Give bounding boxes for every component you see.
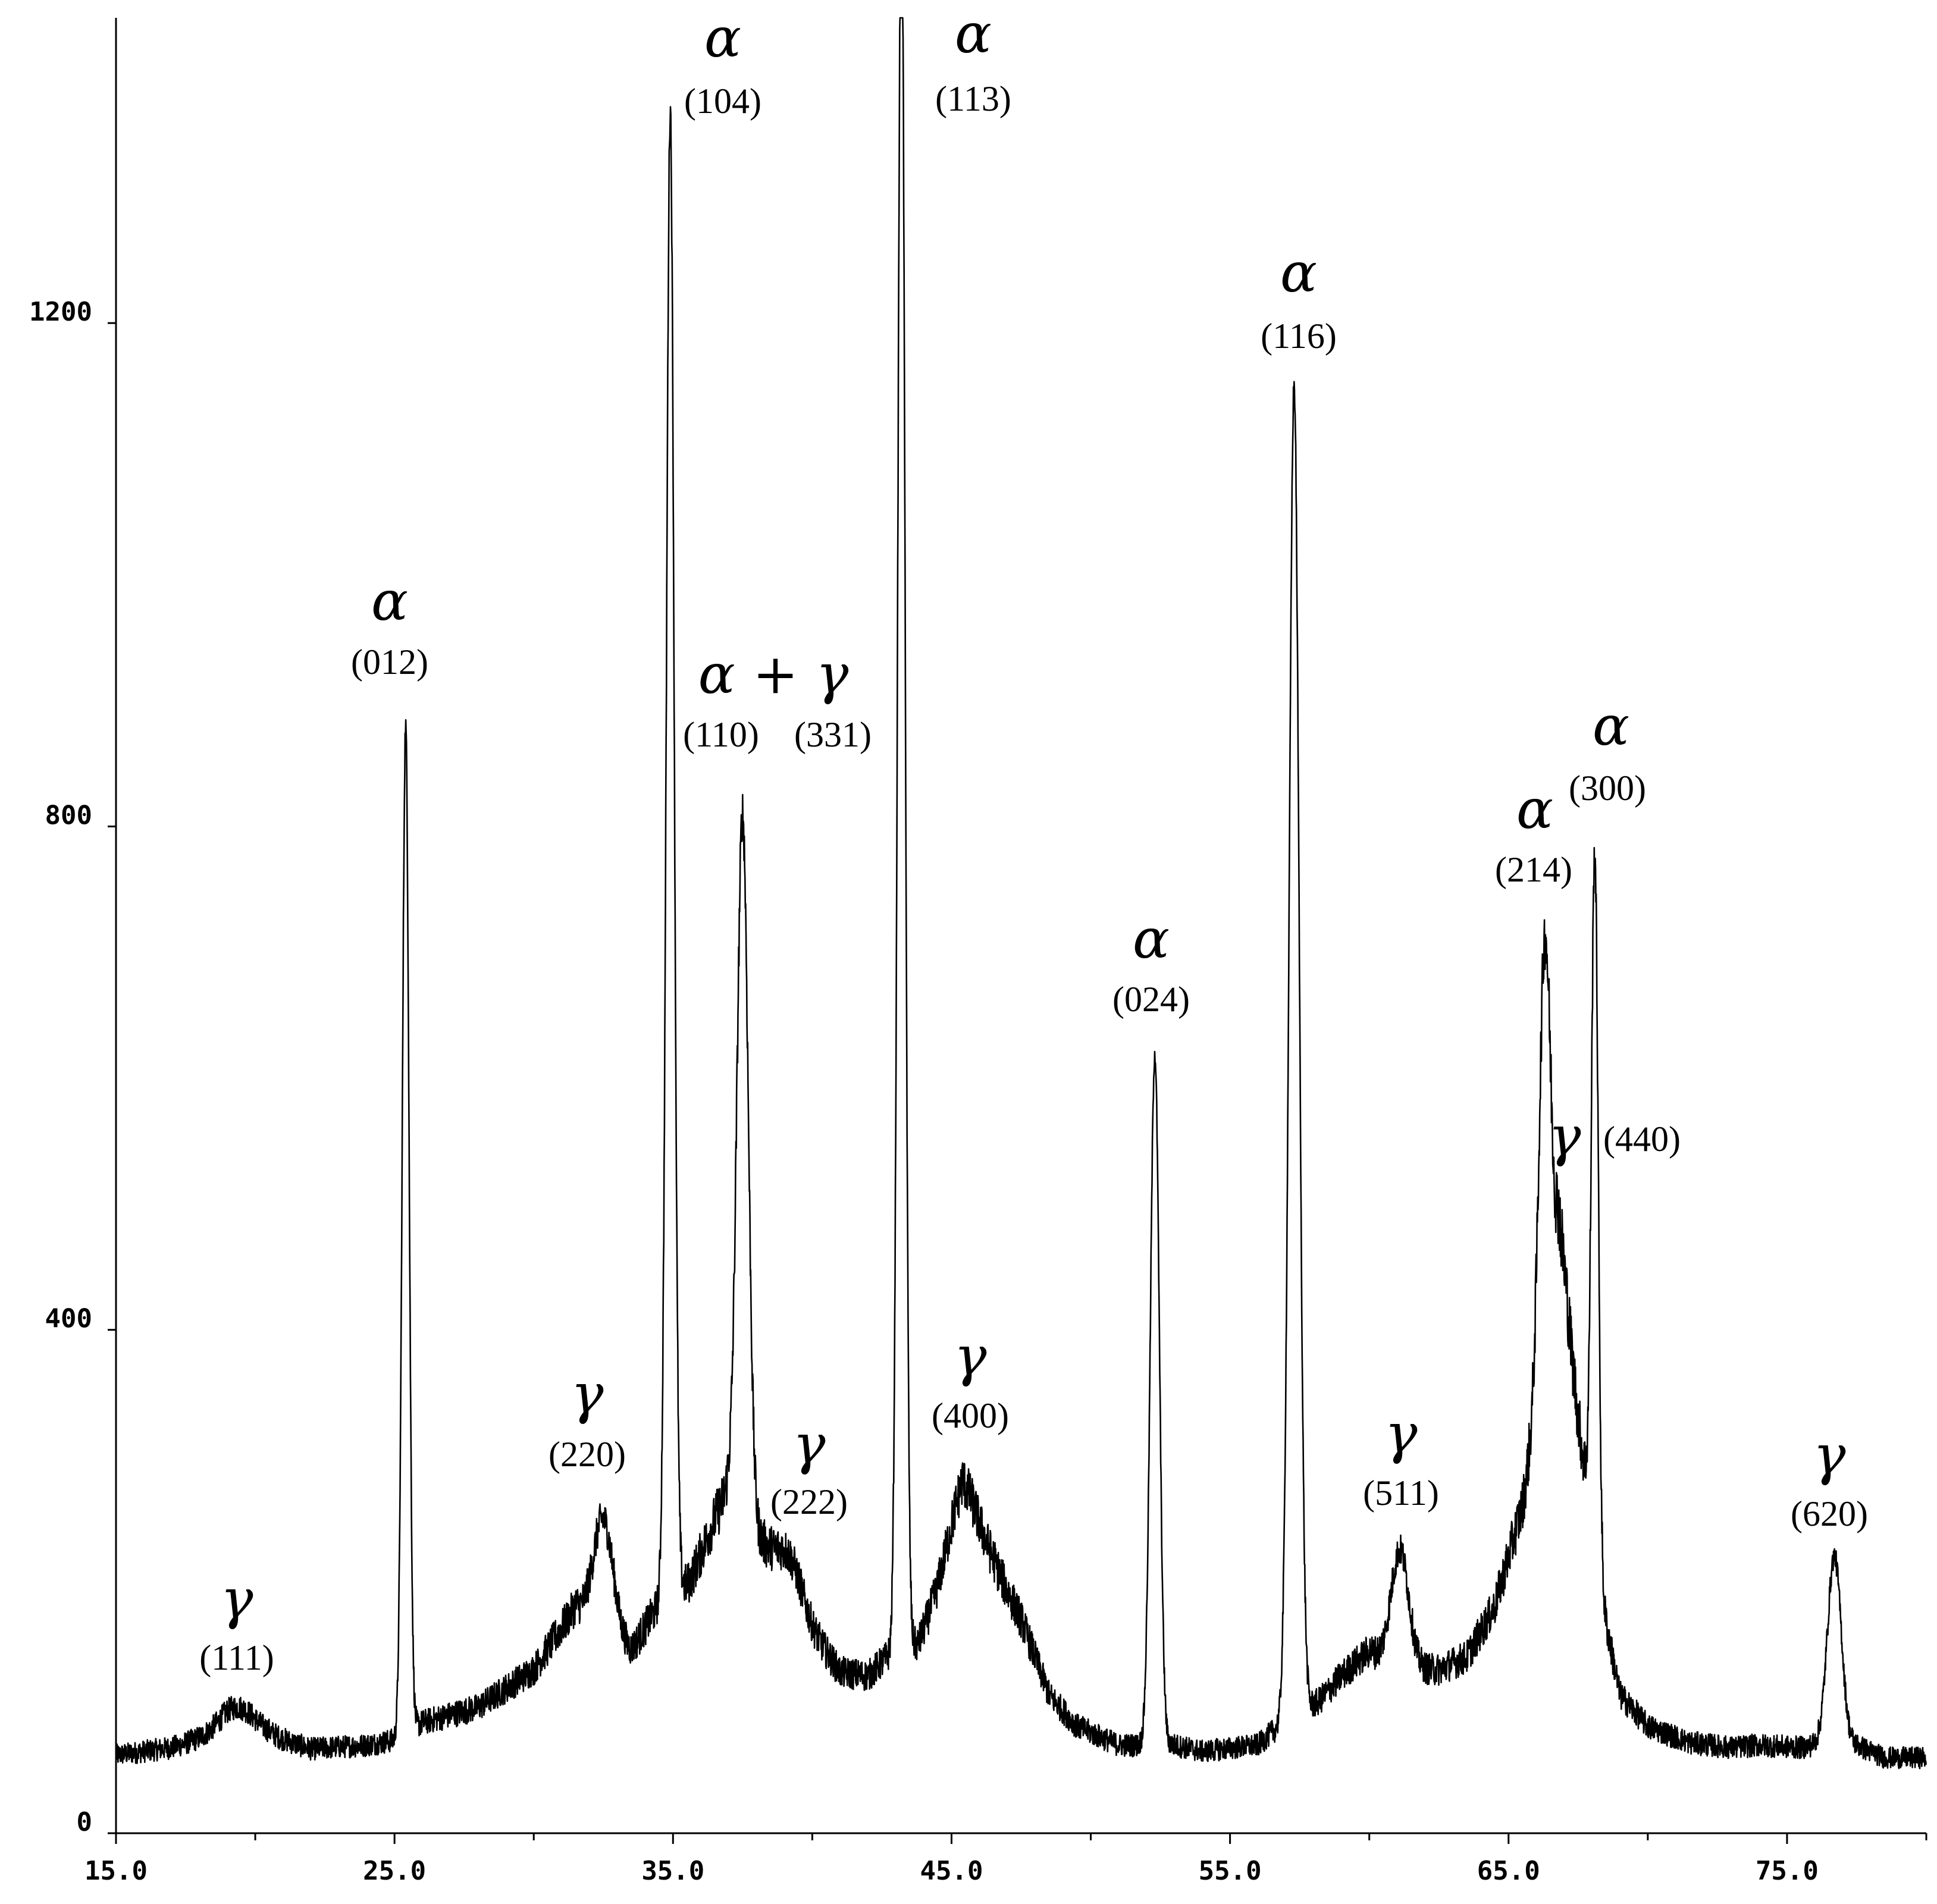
hkl-label: (104): [684, 81, 761, 121]
hkl-label: (300): [1569, 768, 1646, 808]
hkl-label: (110): [683, 715, 759, 754]
hkl-label: (511): [1363, 1473, 1439, 1513]
annotation-gamma-620: γ (620): [1791, 1423, 1868, 1533]
phase-label: α: [955, 2, 992, 65]
x-tick-label: 65.0: [1477, 1856, 1540, 1886]
hkl-label: (111): [199, 1638, 274, 1677]
annotation-alpha-012: α (012): [351, 569, 428, 682]
annotation-alpha-116: α (116): [1261, 241, 1337, 356]
x-tick-label: 45.0: [920, 1856, 983, 1886]
annotation-gamma-222: γ (222): [770, 1413, 848, 1522]
phase-label: α: [1516, 777, 1553, 841]
phase-label: γ: [1385, 1402, 1418, 1466]
annotation-alpha-300: α (300): [1569, 694, 1646, 808]
y-tick-label: 800: [45, 800, 92, 830]
phase-label: α + γ: [698, 642, 850, 706]
hkl-label: (113): [935, 79, 1011, 118]
annotation-alpha-gamma-110-331: α + γ (110) (331): [683, 642, 872, 754]
annotation-gamma-511: γ (511): [1363, 1402, 1439, 1513]
phase-label: α: [371, 569, 408, 633]
x-ticks: 15.0 25.0 35.0 45.0 55.0 65.0 75.0: [84, 1833, 1927, 1886]
x-tick-label: 25.0: [363, 1856, 426, 1886]
hkl-label-secondary: (331): [794, 715, 872, 754]
y-tick-label: 1200: [29, 297, 92, 327]
hkl-label: (024): [1112, 980, 1190, 1019]
phase-label: γ: [793, 1413, 826, 1476]
hkl-label: (400): [932, 1396, 1009, 1435]
x-tick-label: 15.0: [84, 1856, 148, 1886]
hkl-label: (214): [1495, 850, 1572, 889]
xrd-pattern-line: [115, 17, 1927, 1770]
annotation-gamma-220: γ (220): [548, 1362, 626, 1474]
hkl-label: (116): [1261, 316, 1337, 356]
phase-label: γ: [954, 1325, 988, 1388]
annotation-alpha-113: α (113): [935, 2, 1011, 118]
phase-label: γ: [221, 1567, 254, 1631]
phase-label: α: [1133, 907, 1170, 971]
hkl-label: (222): [770, 1482, 848, 1522]
x-tick-label: 35.0: [641, 1856, 704, 1886]
x-tick-label: 75.0: [1756, 1856, 1819, 1886]
y-tick-label: 400: [45, 1304, 92, 1334]
phase-label: α: [704, 6, 741, 70]
phase-label: α: [1280, 241, 1317, 305]
annotation-gamma-440: γ (440): [1549, 1105, 1681, 1168]
hkl-label: (620): [1791, 1494, 1868, 1533]
phase-label: γ: [1549, 1105, 1582, 1168]
y-tick-label: 0: [77, 1807, 93, 1837]
annotation-alpha-104: α (104): [684, 6, 761, 121]
x-tick-label: 55.0: [1199, 1856, 1262, 1886]
annotation-alpha-024: α (024): [1112, 907, 1190, 1019]
y-ticks: 0 400 800 1200: [29, 297, 116, 1837]
phase-label: γ: [571, 1362, 604, 1426]
annotation-gamma-400: γ (400): [932, 1325, 1009, 1435]
hkl-label: (220): [548, 1435, 626, 1474]
hkl-label: (012): [351, 642, 428, 682]
annotation-gamma-111: γ (111): [199, 1567, 274, 1677]
hkl-label: (440): [1603, 1119, 1681, 1159]
phase-label: γ: [1813, 1423, 1847, 1487]
annotation-alpha-214: α (214): [1495, 777, 1572, 889]
phase-label: α: [1593, 694, 1629, 758]
